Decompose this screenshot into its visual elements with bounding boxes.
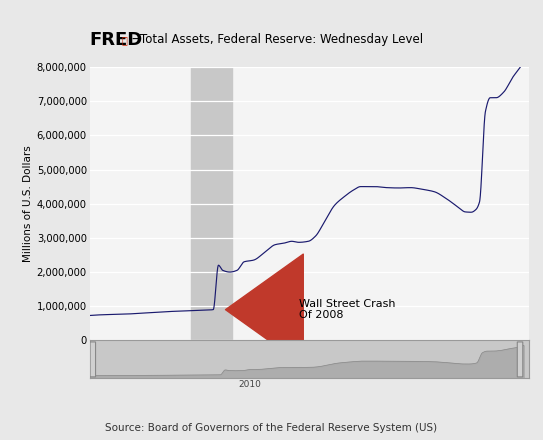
FancyBboxPatch shape — [90, 342, 96, 377]
Text: Source: Board of Governors of the Federal Reserve System (US): Source: Board of Governors of the Federa… — [105, 423, 438, 433]
Text: –: – — [131, 33, 138, 47]
Text: Wall Street Crash
Of 2008: Wall Street Crash Of 2008 — [225, 254, 395, 365]
Y-axis label: Millions of U.S. Dollars: Millions of U.S. Dollars — [22, 145, 33, 262]
Text: Total Assets, Federal Reserve: Wednesday Level: Total Assets, Federal Reserve: Wednesday… — [140, 33, 424, 46]
Bar — [191, 67, 232, 341]
Text: ⤳: ⤳ — [121, 35, 127, 45]
FancyBboxPatch shape — [517, 342, 523, 377]
Text: FRED: FRED — [90, 31, 143, 49]
